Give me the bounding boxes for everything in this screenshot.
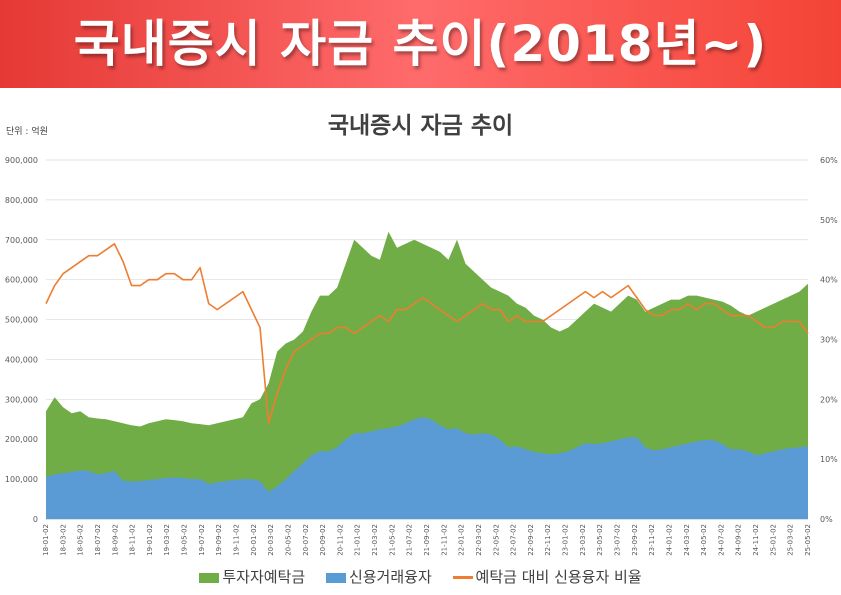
- x-tick-label: 24-07-02: [717, 524, 725, 556]
- x-tick-label: 21-07-02: [406, 524, 414, 556]
- x-tick-label: 24-05-02: [700, 524, 708, 556]
- x-tick-label: 20-05-02: [285, 524, 293, 556]
- y-tick-label: 0: [33, 515, 38, 524]
- y-tick-label: 200,000: [5, 435, 38, 444]
- legend-swatch: [325, 572, 346, 583]
- y2-tick-label: 60%: [820, 156, 838, 165]
- x-tick-label: 20-01-02: [250, 524, 258, 556]
- y2-tick-label: 0%: [820, 515, 833, 524]
- x-tick-label: 21-09-02: [423, 524, 431, 556]
- x-tick-label: 23-01-02: [562, 524, 570, 556]
- x-tick-label: 18-03-02: [59, 524, 67, 556]
- y-tick-label: 800,000: [5, 196, 38, 205]
- x-tick-label: 21-11-02: [440, 524, 448, 556]
- x-tick-label: 19-11-02: [233, 524, 241, 556]
- legend-item-deposits: 투자자예탁금: [199, 566, 305, 587]
- x-tick-label: 22-07-02: [510, 524, 518, 556]
- legend-swatch: [452, 576, 473, 579]
- x-tick-label: 22-03-02: [475, 524, 483, 556]
- x-tick-label: 18-05-02: [77, 524, 85, 556]
- x-tick-label: 24-03-02: [683, 524, 691, 556]
- y-axis-left: 0 100,000 200,000 300,000 400,000 500,000 600,…: [5, 156, 38, 524]
- legend-item-credit: 신용거래융자: [325, 566, 432, 587]
- chart-area: 0 100,000 200,000 300,000 400,000 500,000 600,…: [5, 156, 838, 556]
- x-tick-label: 19-09-02: [215, 524, 223, 556]
- x-tick-label: 25-05-02: [804, 524, 812, 556]
- x-tick-label: 20-09-02: [319, 524, 327, 556]
- x-tick-label: 23-05-02: [596, 524, 604, 556]
- x-tick-label: 25-01-02: [769, 524, 777, 556]
- y-tick-label: 300,000: [5, 395, 38, 404]
- series-areas: [46, 231, 808, 520]
- legend: 투자자예탁금 신용거래융자 예탁금 대비 신용융자 비율: [0, 566, 841, 587]
- unit-label: 단위 : 억원: [6, 127, 48, 137]
- x-tick-label: 19-05-02: [181, 524, 189, 556]
- x-tick-label: 22-09-02: [527, 524, 535, 556]
- x-tick-label: 21-03-02: [371, 524, 379, 556]
- x-tick-label: 23-07-02: [614, 524, 622, 556]
- y-tick-label: 700,000: [5, 236, 38, 245]
- banner-title: 국내증시 자금 추이(2018년~): [73, 15, 768, 73]
- y2-tick-label: 40%: [820, 276, 838, 285]
- x-tick-label: 19-03-02: [163, 524, 171, 556]
- y2-tick-label: 10%: [820, 455, 838, 464]
- legend-swatch: [199, 572, 220, 583]
- legend-label: 투자자예탁금: [222, 568, 306, 586]
- y-tick-label: 500,000: [5, 316, 38, 325]
- x-tick-label: 25-03-02: [787, 524, 795, 556]
- x-tick-label: 20-07-02: [302, 524, 310, 556]
- y2-tick-label: 20%: [820, 395, 838, 404]
- x-tick-label: 18-11-02: [129, 524, 137, 556]
- x-tick-label: 21-01-02: [354, 524, 362, 556]
- x-tick-label: 18-09-02: [111, 524, 119, 556]
- series-line: [45, 243, 809, 425]
- x-tick-label: 19-01-02: [146, 524, 154, 556]
- x-tick-label: 22-11-02: [544, 524, 552, 556]
- area-credit-loans: [46, 417, 808, 519]
- x-tick-label: 24-01-02: [666, 524, 674, 556]
- chart-title: 국내증시 자금 추이: [327, 113, 514, 139]
- x-tick-label: 18-07-02: [94, 524, 102, 556]
- x-tick-label: 23-03-02: [579, 524, 587, 556]
- x-tick-label: 22-05-02: [492, 524, 500, 556]
- x-tick-label: 20-11-02: [336, 524, 344, 556]
- y2-tick-label: 50%: [820, 216, 838, 225]
- y-tick-label: 100,000: [5, 475, 38, 484]
- x-tick-label: 23-11-02: [648, 524, 656, 556]
- x-tick-label: 19-07-02: [198, 524, 206, 556]
- x-axis: 18-01-02 18-03-02 18-05-02 18-07-02 18-09-02…: [42, 524, 812, 556]
- y2-tick-label: 30%: [820, 336, 838, 345]
- x-tick-label: 22-01-02: [458, 524, 466, 556]
- legend-label: 예탁금 대비 신용융자 비율: [475, 568, 642, 586]
- y-axis-right: 0% 10% 20% 30% 40% 50% 60%: [820, 156, 838, 524]
- x-tick-label: 24-11-02: [752, 524, 760, 556]
- x-tick-label: 24-09-02: [735, 524, 743, 556]
- y-tick-label: 900,000: [5, 156, 38, 165]
- title-banner: [0, 0, 841, 88]
- x-tick-label: 23-09-02: [631, 524, 639, 556]
- line-credit-ratio: [45, 243, 809, 425]
- x-tick-label: 20-03-02: [267, 524, 275, 556]
- x-tick-label: 21-05-02: [388, 524, 396, 556]
- y-tick-label: 600,000: [5, 276, 38, 285]
- legend-label: 신용거래융자: [348, 568, 432, 586]
- x-tick-label: 18-01-02: [42, 524, 50, 556]
- legend-item-ratio: 예탁금 대비 신용융자 비율: [452, 566, 642, 587]
- y-tick-label: 400,000: [5, 355, 38, 364]
